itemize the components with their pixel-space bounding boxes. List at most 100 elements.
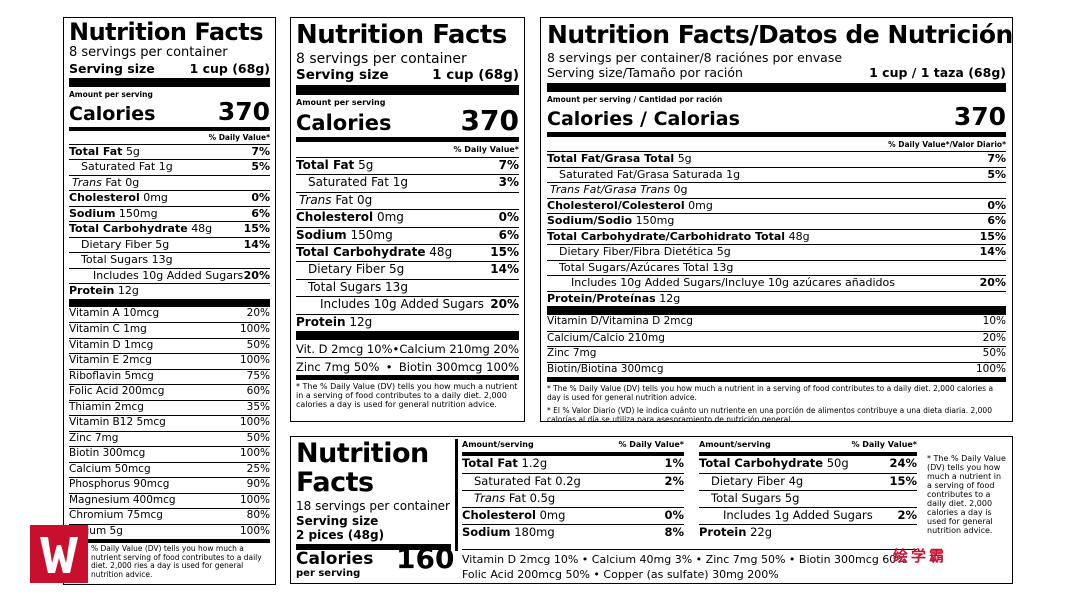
vitamin-dv: 100%	[239, 323, 270, 336]
label4-calories-label: Calories	[296, 548, 374, 569]
vitamin-dv: 50%	[246, 338, 270, 351]
label3-title: Nutrition Facts/Datos de Nutrición	[547, 20, 1013, 49]
label1-row-total-fat: Total Fat 5g 7%	[69, 143, 270, 158]
label4-title-line1: Nutrition	[296, 438, 429, 469]
vitamin-name: Calcium/Calcio 210mg	[547, 331, 665, 344]
label1-row-saturated-fat: Saturated Fat 1g 5%	[69, 159, 270, 175]
label2-thick-rule	[296, 85, 519, 96]
label4-row-saturated-fat: Saturated Fat 0.2g 2%	[462, 473, 684, 490]
label4-title-line2: Facts	[296, 467, 374, 498]
label1-thick-rule-2	[69, 298, 270, 307]
label3-dv-header: % Daily Value*/Valor Diario*	[888, 140, 1006, 150]
label3-thick-rule-2	[547, 306, 1006, 316]
vitamin-name: Thiamin 2mcg	[69, 400, 144, 413]
vitamin-dv: 100%	[239, 447, 270, 460]
label4-row-protein: Protein 22g	[699, 524, 917, 541]
vitamin-name: Folic Acid 200mcg	[69, 385, 165, 398]
label3-row-sodium: Sodium/Sodio 150mg 6%	[547, 213, 1006, 228]
label2-calories-value: 370	[460, 104, 519, 138]
label2-vitamin-row-1: Vit. D 2mcg 10% • Calcium 210mg 20%	[296, 340, 519, 357]
label1-amount-per-serving: Amount per serving	[69, 89, 153, 99]
label4-vertical-divider	[455, 439, 458, 551]
label4-serving-size-value: 2 pices (48g)	[296, 527, 385, 542]
vitamin-name: Riboflavin 5mcg	[69, 369, 154, 382]
vitamin-dv: 100%	[239, 416, 270, 429]
label2-footnote: * The % Daily Value (DV) tells you how m…	[296, 382, 518, 409]
label3-row-total-fat: Total Fat/Grasa Total 5g 7%	[547, 151, 1006, 166]
nutrition-label-4: Nutrition Facts 18 servings per containe…	[290, 436, 1013, 584]
vitamin-row: Magnesium 400mcg 100%	[69, 492, 270, 509]
label2-thick-rule-2	[296, 331, 519, 340]
vitamin-row: Zinc 7mg 50%	[69, 430, 270, 447]
label4-vitamin-line-1: Vitamin D 2mcg 10% • Calcium 40mg 3% • Z…	[462, 553, 907, 566]
label2-row-cholesterol: Cholesterol 0mg 0%	[296, 209, 519, 226]
label3-footnote-en: * The % Daily Value (DV) tells you how m…	[547, 384, 994, 402]
label3-row-dietary-fiber: Dietary Fiber/Fibra Dietética 5g 14%	[547, 244, 1006, 260]
label1-row-sodium: Sodium 150mg 6%	[69, 205, 270, 220]
label2-servings: 8 servings per container	[296, 51, 467, 67]
label3-row-total-carb: Total Carbohydrate/Carbohidrato Total 48…	[547, 228, 1006, 243]
label2-calories-label: Calories	[296, 111, 392, 136]
label1-calories-row: Calories 370	[69, 99, 270, 125]
label3-serving-size-label: Serving size/Tamaño por ración	[547, 65, 743, 81]
label2-row-trans-fat: Trans Fat 0g	[296, 191, 519, 209]
label3-medium-rule-2	[547, 377, 1006, 383]
vitamin-row: Vitamin B12 5mcg 100%	[69, 415, 270, 431]
label4-servings: 18 servings per container	[296, 499, 450, 513]
vitamin-name: Biotin 300mcg	[69, 447, 146, 460]
label2-amount-per-serving: Amount per serving	[296, 98, 386, 108]
vitamin-dv: 20%	[982, 331, 1006, 344]
label4-row-added-sugars: Includes 1g Added Sugars 2%	[699, 507, 917, 524]
label4-row-total-sugars: Total Sugars 5g	[699, 490, 917, 507]
label4-row-trans-fat: Trans Fat 0.5g	[462, 490, 684, 507]
label3-row-total-sugars: Total Sugars/Azúcares Total 13g	[547, 259, 1006, 276]
label1-dv-header: % Daily Value*	[208, 132, 270, 142]
label4-row-total-carb: Total Carbohydrate 50g 24%	[699, 456, 917, 470]
vitamin-name: Chromium 75mcg	[69, 509, 163, 522]
vitamin-row: Vitamin D 1mcg 50%	[69, 337, 270, 354]
label2-title: Nutrition Facts	[296, 20, 507, 50]
label1-row-dietary-fiber: Dietary Fiber 5g 14%	[69, 236, 270, 253]
vitamin-dv: 50%	[982, 347, 1006, 360]
vitamin-row: Phosphorus 90mcg 90%	[69, 477, 270, 493]
vitamin-dv: 100%	[239, 524, 270, 537]
label4-left-block: Nutrition Facts 18 servings per containe…	[296, 440, 451, 579]
vitamin-row: Vitamin E 2mcg 100%	[69, 353, 270, 369]
label1-serving-size-label: Serving size	[69, 60, 155, 76]
label2-medium-rule-2	[296, 375, 519, 380]
label2-row-sodium: Sodium 150mg 6%	[296, 226, 519, 244]
vitamin-row: Chromium 75mcg 80%	[69, 508, 270, 524]
label1-vitamin-list: Vitamin A 10mcg 20% Vitamin C 1mg 100% Vitam…	[69, 307, 270, 540]
label2-vitamin-row-2: Zinc 7mg 50% • Biotin 300mcg 100%	[296, 357, 519, 375]
vitamin-row: Calcium/Calcio 210mg 20%	[547, 330, 1006, 347]
vitamin-row: Folic Acid 200mcg 60%	[69, 384, 270, 400]
label4-vitamins: Vitamin D 2mcg 10% • Calcium 40mg 3% • Z…	[462, 549, 917, 581]
label2-bullet-1: •	[392, 341, 400, 356]
label4-row-cholesterol: Cholesterol 0mg 0%	[462, 507, 684, 522]
label3-row-saturated-fat: Saturated Fat/Grasa Saturada 1g 5%	[547, 166, 1006, 183]
label3-calories-value: 370	[953, 102, 1006, 132]
vitamin-dv: 35%	[246, 400, 270, 413]
label4-column-1: Amount/serving % Daily Value* Total Fat …	[462, 440, 684, 541]
label1-row-added-sugars: Includes 10g Added Sugars 20%	[69, 267, 270, 284]
vitamin-row: Biotin/Biotina 300mcg 100%	[547, 361, 1006, 378]
label1-thick-rule	[69, 77, 270, 87]
label1-row-cholesterol: Cholesterol 0mg 0%	[69, 190, 270, 205]
label2-bullet-2: •	[385, 359, 393, 374]
vitamin-dv: 50%	[246, 431, 270, 444]
nutrition-label-2: Nutrition Facts 8 servings per container…	[290, 17, 525, 422]
label1-calories-label: Calories	[69, 102, 156, 125]
label2-calcium: Calcium 210mg 20%	[399, 341, 519, 356]
vitamin-name: Vitamin B12 5mcg	[69, 416, 166, 429]
vitamin-row: Vitamin C 1mg 100%	[69, 322, 270, 338]
vitamin-name: Vitamin A 10mcg	[69, 306, 160, 319]
label4-col2-header: Amount/serving % Daily Value*	[699, 440, 917, 456]
label4-row-dietary-fiber: Dietary Fiber 4g 15%	[699, 473, 917, 490]
label4-row-total-fat: Total Fat 1.2g 1%	[462, 456, 684, 470]
label2-serving-size-label: Serving size	[296, 67, 389, 84]
vitamin-dv: 100%	[239, 493, 270, 506]
label1-medium-rule	[69, 126, 270, 131]
label1-title: Nutrition Facts	[69, 18, 264, 46]
label4-calories-value: 160	[396, 542, 455, 575]
label1-serving-size-value: 1 cup (68g)	[189, 60, 270, 76]
